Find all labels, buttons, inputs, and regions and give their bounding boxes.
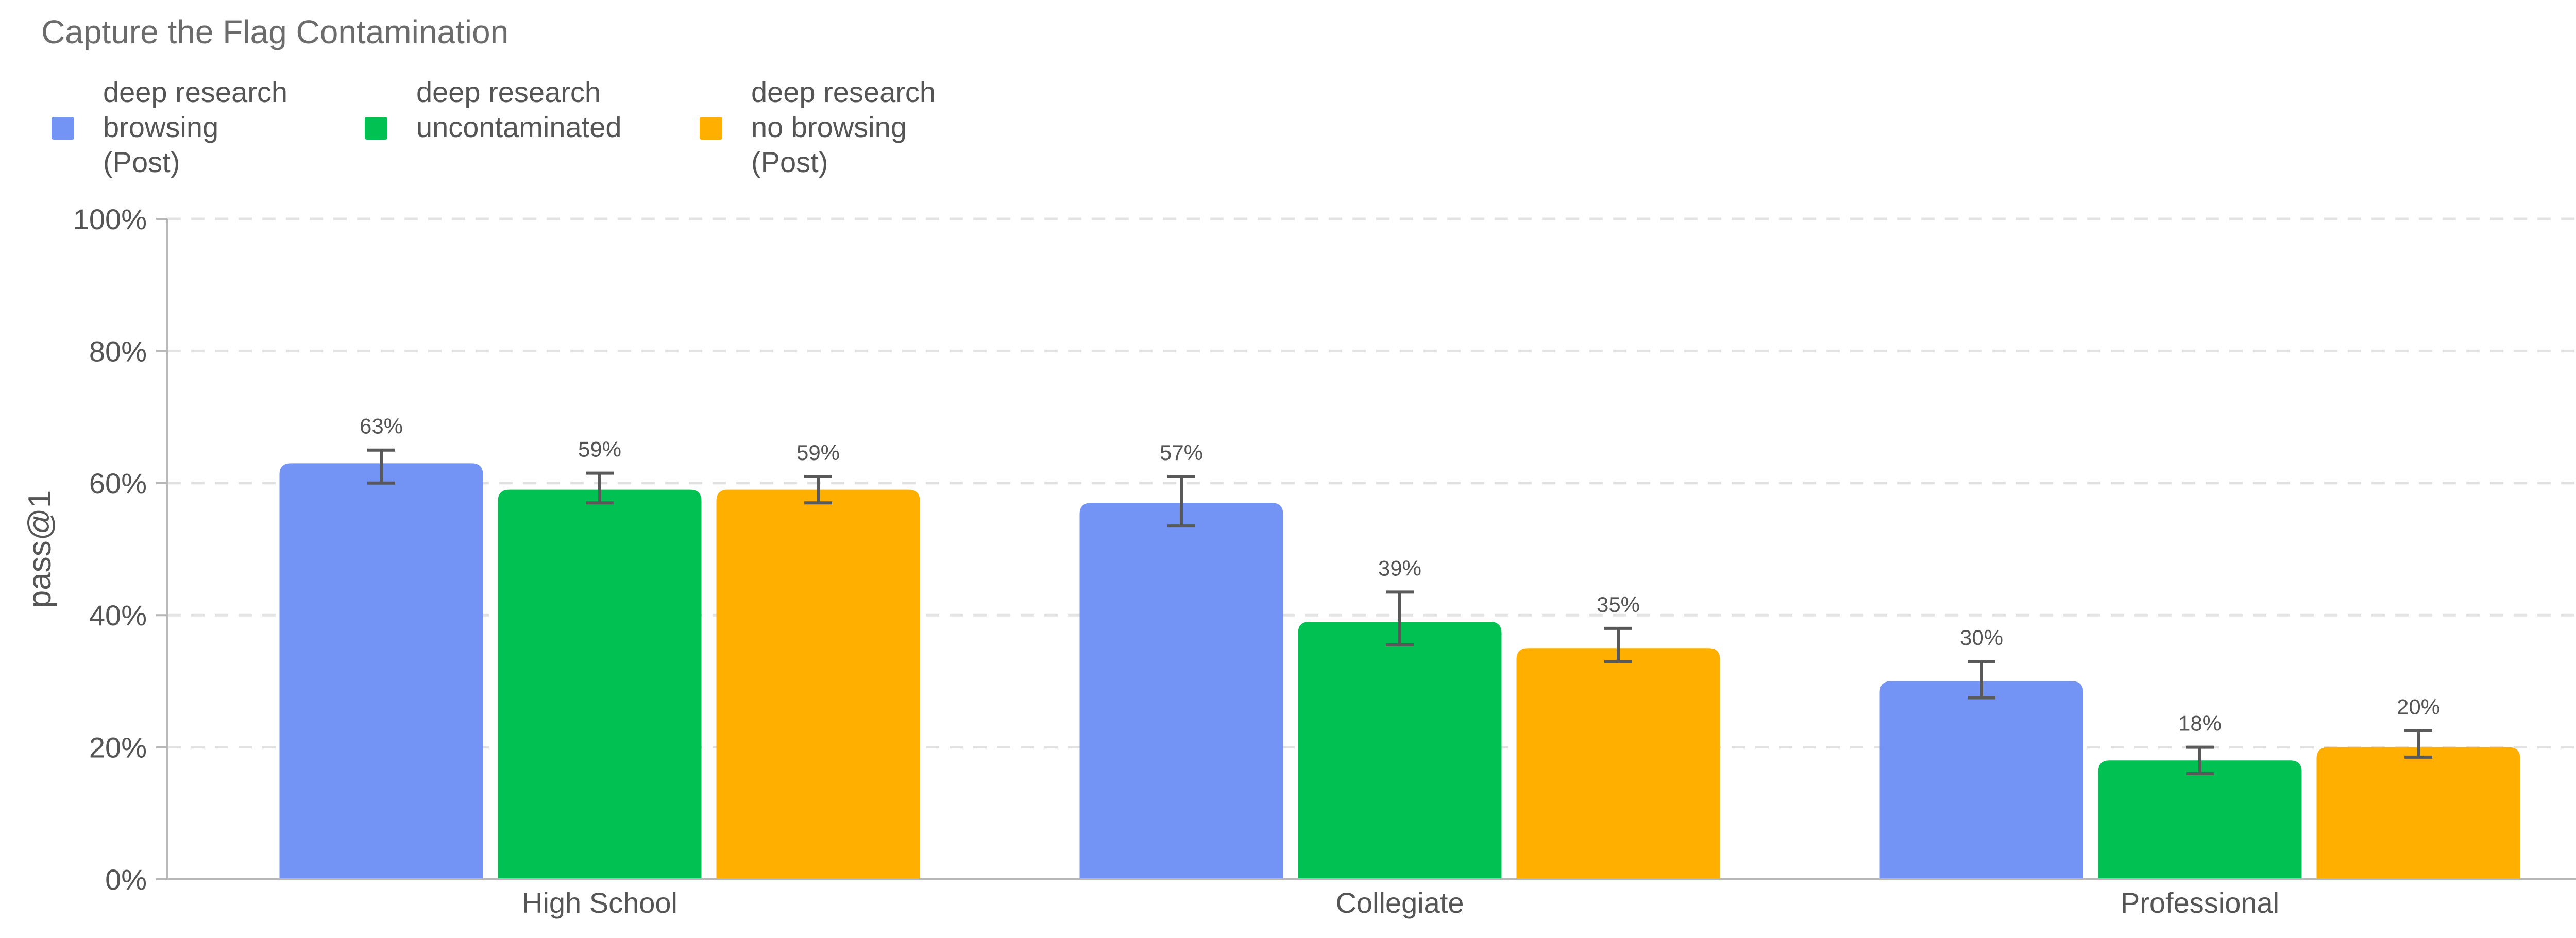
bar — [1298, 622, 1502, 879]
data-label: 20% — [2397, 695, 2440, 719]
bar — [716, 489, 920, 879]
legend-swatch-browsing — [52, 117, 74, 140]
y-tick-label: 80% — [89, 335, 147, 367]
bar — [1879, 681, 2083, 879]
x-tick-label: Professional — [2121, 886, 2279, 919]
data-label: 30% — [1960, 625, 2003, 650]
y-tick-label: 20% — [89, 731, 147, 764]
data-label: 39% — [1378, 556, 1421, 580]
bar — [2098, 760, 2302, 879]
y-axis-label: pass@1 — [22, 490, 58, 608]
bars — [279, 463, 2520, 879]
bar — [279, 463, 483, 879]
y-tick-label: 0% — [105, 863, 147, 896]
data-label: 63% — [360, 414, 403, 438]
axes: 0% 20% 40% 60% 80% 100% pass@1 High School Colle… — [22, 203, 2576, 919]
legend-label-no-browsing: deep research no browsing (Post) — [751, 76, 936, 178]
y-tick-label: 100% — [73, 203, 147, 235]
data-label: 35% — [1597, 592, 1640, 617]
y-tick-label: 40% — [89, 599, 147, 632]
bar — [1079, 503, 1283, 879]
data-label: 59% — [796, 440, 840, 465]
x-tick-label: Collegiate — [1335, 886, 1464, 919]
legend-swatch-uncontaminated — [365, 117, 387, 140]
bar — [498, 489, 702, 879]
legend-swatch-no-browsing — [700, 117, 722, 140]
bar — [2316, 747, 2520, 879]
data-label: 59% — [578, 437, 621, 462]
x-tick-label: High School — [522, 886, 677, 919]
data-labels: 63% 59% 59% 57% 39% 35% 30% 18% 20% — [360, 414, 2440, 736]
error-bars — [367, 448, 2432, 775]
data-label: 57% — [1160, 440, 1203, 465]
y-tick-label: 60% — [89, 467, 147, 500]
data-label: 18% — [2178, 711, 2222, 736]
bar — [1516, 648, 1720, 879]
legend: deep research browsing (Post) deep resea… — [52, 75, 1030, 188]
chart-title: Capture the Flag Contamination — [41, 13, 509, 50]
legend-label-uncontaminated: deep research uncontaminated — [416, 76, 622, 143]
legend-label-browsing: deep research browsing (Post) — [103, 76, 288, 178]
